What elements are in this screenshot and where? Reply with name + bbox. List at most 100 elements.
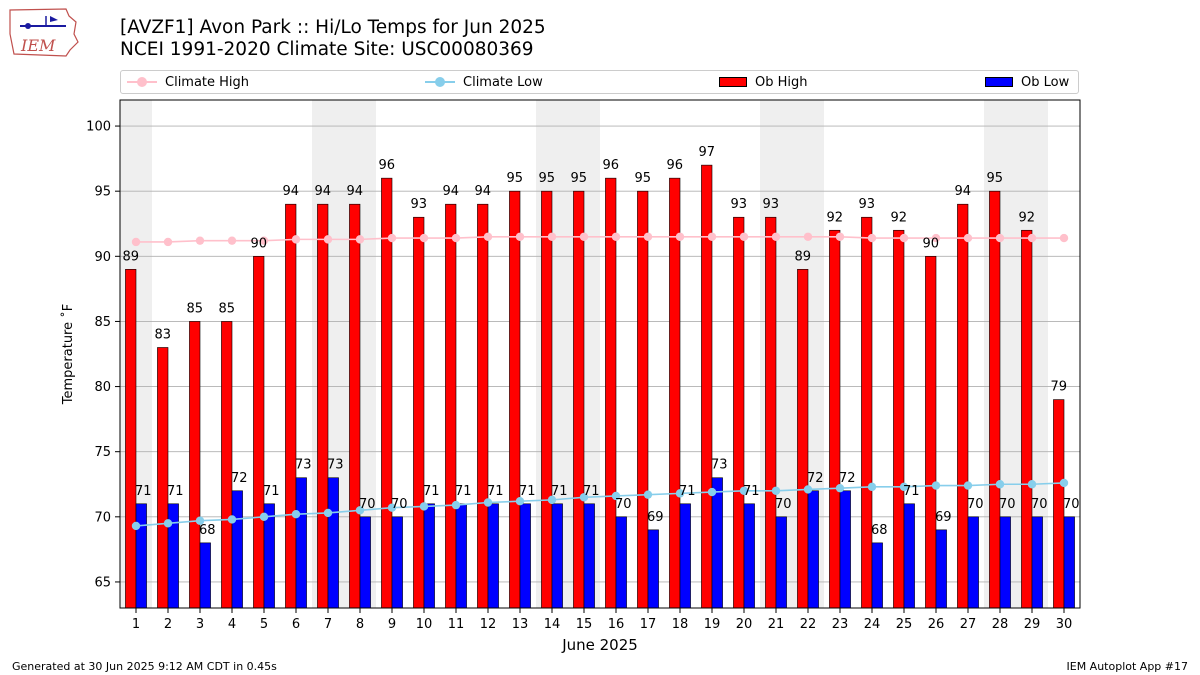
weekend-shade bbox=[120, 100, 152, 608]
weekend-shade bbox=[536, 100, 568, 608]
x-tick-label: 16 bbox=[608, 617, 625, 632]
climate-low-point bbox=[355, 506, 365, 515]
climate-low-point bbox=[291, 510, 301, 519]
x-tick-label: 23 bbox=[832, 617, 849, 632]
climate-high-point bbox=[195, 236, 205, 245]
climate-high-point bbox=[547, 232, 557, 241]
ob-high-label: 96 bbox=[378, 158, 395, 173]
x-tick-label: 24 bbox=[864, 617, 881, 632]
climate-high-point bbox=[387, 233, 397, 243]
chart-subtitle: NCEI 1991-2020 Climate Site: USC00080369 bbox=[120, 39, 534, 60]
ob-high-label: 85 bbox=[186, 301, 203, 316]
climate-high-point bbox=[803, 232, 813, 241]
weekend-shade bbox=[312, 100, 344, 608]
ob-high-label: 95 bbox=[634, 171, 651, 186]
ob-low-bar bbox=[167, 503, 179, 609]
ob-low-label: 71 bbox=[903, 484, 920, 499]
x-tick-label: 28 bbox=[992, 617, 1009, 632]
climate-low-point bbox=[963, 481, 973, 490]
ob-low-bar bbox=[807, 490, 819, 609]
ob-high-label: 94 bbox=[346, 184, 363, 199]
ob-high-label: 95 bbox=[506, 171, 523, 186]
ob-high-label: 95 bbox=[538, 171, 555, 186]
weekend-shade bbox=[1016, 100, 1048, 608]
ob-low-bar bbox=[1063, 516, 1075, 609]
ob-high-bar bbox=[573, 190, 585, 609]
ob-high-label: 94 bbox=[954, 184, 971, 199]
climate-low-swatch bbox=[425, 76, 455, 88]
ob-low-bar bbox=[743, 503, 755, 609]
x-tick-label: 12 bbox=[480, 617, 497, 632]
climate-high-point bbox=[867, 233, 877, 243]
x-tick-label: 18 bbox=[672, 617, 689, 632]
x-tick-label: 1 bbox=[132, 617, 140, 632]
ob-low-bar bbox=[1031, 516, 1043, 609]
x-tick-label: 3 bbox=[196, 617, 204, 632]
x-tick-label: 22 bbox=[800, 617, 817, 632]
weekend-shade bbox=[792, 100, 824, 608]
climate-high-point bbox=[899, 233, 909, 243]
weekend-shade bbox=[568, 100, 600, 608]
x-tick-label: 7 bbox=[324, 617, 332, 632]
ob-high-bar bbox=[797, 269, 809, 609]
ob-low-label: 71 bbox=[135, 484, 152, 499]
ob-low-label: 71 bbox=[679, 484, 696, 499]
x-tick-label: 2 bbox=[164, 617, 172, 632]
climate-high-swatch bbox=[127, 76, 157, 88]
x-tick-label: 19 bbox=[704, 617, 721, 632]
climate-high-point bbox=[995, 233, 1005, 243]
x-tick-label: 26 bbox=[928, 617, 945, 632]
ob-low-bar bbox=[551, 503, 563, 609]
climate-low-point bbox=[707, 487, 717, 497]
climate-low-point bbox=[419, 502, 429, 511]
climate-low-point bbox=[131, 521, 141, 531]
weekend-shade bbox=[344, 100, 376, 608]
climate-low-point bbox=[771, 486, 781, 495]
x-tick-label: 20 bbox=[736, 617, 753, 632]
ob-low-label: 70 bbox=[1063, 497, 1080, 512]
ob-high-bar bbox=[157, 347, 169, 609]
iem-logo: IEM bbox=[9, 8, 79, 57]
climate-high-point bbox=[835, 232, 845, 241]
legend: Climate High Climate Low Ob High Ob Low bbox=[120, 70, 1079, 94]
climate-low-line bbox=[135, 482, 1065, 527]
weekend-shade bbox=[984, 100, 1016, 608]
ob-high-label: 93 bbox=[730, 197, 747, 212]
ob-low-label: 73 bbox=[295, 458, 312, 473]
ob-high-bar bbox=[221, 321, 233, 609]
climate-low-point bbox=[387, 503, 397, 512]
ob-high-label: 93 bbox=[410, 197, 427, 212]
x-tick-label: 10 bbox=[416, 617, 433, 632]
ob-low-bar bbox=[679, 503, 691, 609]
climate-low-point bbox=[1027, 480, 1037, 489]
ob-low-bar bbox=[455, 503, 467, 609]
climate-low-point bbox=[803, 485, 813, 494]
ob-low-bar bbox=[135, 503, 147, 609]
legend-climate-high: Climate High bbox=[127, 71, 249, 93]
ob-high-label: 96 bbox=[602, 158, 619, 173]
ob-high-bar bbox=[541, 190, 553, 609]
ob-low-bar bbox=[647, 529, 659, 609]
climate-high-point bbox=[675, 232, 685, 241]
ob-low-label: 73 bbox=[711, 458, 728, 473]
legend-ob-low: Ob Low bbox=[985, 71, 1069, 93]
x-tick-label: 30 bbox=[1056, 617, 1073, 632]
ob-low-label: 71 bbox=[263, 484, 280, 499]
climate-low-point bbox=[835, 483, 845, 493]
climate-high-point bbox=[931, 233, 941, 243]
y-tick-label: 90 bbox=[94, 250, 111, 265]
x-tick-label: 9 bbox=[388, 617, 396, 632]
legend-climate-low-label: Climate Low bbox=[463, 74, 543, 90]
x-tick-label: 17 bbox=[640, 617, 657, 632]
climate-low-point bbox=[931, 481, 941, 490]
ob-high-label: 92 bbox=[890, 210, 907, 225]
plot-frame bbox=[119, 99, 1081, 609]
logo-text: IEM bbox=[20, 36, 56, 55]
climate-low-point bbox=[483, 498, 493, 507]
climate-high-point bbox=[1059, 233, 1069, 243]
ob-low-bar bbox=[295, 477, 307, 609]
footer-generated: Generated at 30 Jun 2025 9:12 AM CDT in … bbox=[12, 660, 277, 673]
ob-low-label: 69 bbox=[935, 510, 952, 525]
ob-high-bar bbox=[1021, 229, 1033, 609]
